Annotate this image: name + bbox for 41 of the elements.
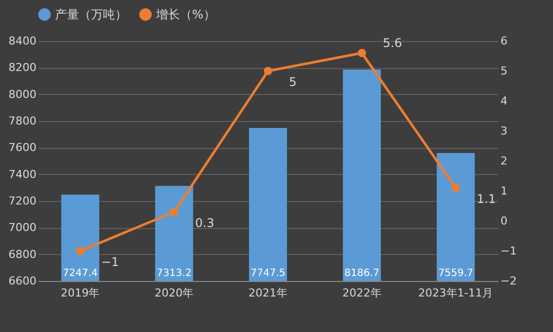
data-label: 7747.5 xyxy=(250,268,286,279)
y-tick-label: 7800 xyxy=(8,114,36,128)
y-tick-label: 8200 xyxy=(8,61,36,74)
point xyxy=(170,208,178,216)
y2-tick-label: −1 xyxy=(500,244,517,258)
y-tick-label: 7400 xyxy=(8,168,36,181)
y2-tick-label: 0 xyxy=(500,214,508,228)
point xyxy=(76,246,84,256)
y2-tick-label: 1 xyxy=(500,184,508,198)
y-tick-label: 7200 xyxy=(8,194,36,208)
point xyxy=(264,66,272,76)
y2-tick-label: 6 xyxy=(500,34,508,48)
data-label: 7313.2 xyxy=(156,268,192,279)
y2-tick-label: 3 xyxy=(500,124,508,138)
data-label: −1 xyxy=(101,255,119,269)
x-tick-label: 2023年1-11月 xyxy=(418,286,494,300)
legend-label: 产量（万吨） xyxy=(55,8,127,22)
y-tick-label: 7000 xyxy=(8,221,36,234)
data-label: 1.1 xyxy=(476,192,496,206)
x-tick-label: 2020年 xyxy=(154,286,194,300)
data-label: 0.3 xyxy=(195,216,214,230)
x-tick-label: 2022年 xyxy=(342,286,382,300)
y2-tick-label: 2 xyxy=(500,154,508,168)
y2-tick-label: 5 xyxy=(500,64,508,78)
legend-label: 增长（%） xyxy=(155,8,216,22)
point xyxy=(358,48,366,58)
data-label: 8186.7 xyxy=(344,268,380,279)
y2-tick-label: −2 xyxy=(500,274,517,288)
data-label: 5.6 xyxy=(382,36,402,50)
x-tick-label: 2019年 xyxy=(60,286,100,300)
y-tick-label: 6600 xyxy=(8,274,36,288)
y2-tick-label: 4 xyxy=(500,94,508,108)
y-tick-label: 8000 xyxy=(8,88,36,101)
y-tick-label: 7600 xyxy=(8,141,36,154)
data-label: 7247.4 xyxy=(62,268,98,279)
data-label: 5 xyxy=(289,75,297,89)
data-label: 7559.7 xyxy=(438,268,474,279)
y-tick-label: 8400 xyxy=(8,34,36,48)
point xyxy=(452,184,460,192)
x-tick-label: 2021年 xyxy=(248,286,288,300)
y-tick-label: 6800 xyxy=(8,248,36,261)
